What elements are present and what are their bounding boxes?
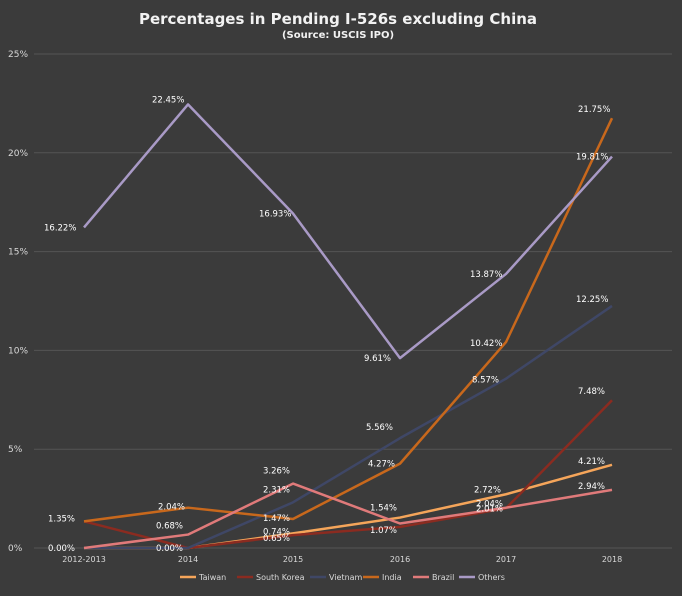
data-label: 4.21% xyxy=(578,457,605,467)
data-label: 22.45% xyxy=(152,95,184,105)
data-label: 0.68% xyxy=(156,522,183,532)
y-tick-label: 20% xyxy=(8,149,28,159)
data-label: 10.42% xyxy=(470,339,502,349)
series-line-others xyxy=(83,103,613,360)
data-label: 2.01% xyxy=(476,504,503,514)
legend-label: India xyxy=(382,573,402,582)
x-tick-label: 2012-2013 xyxy=(62,555,106,564)
x-tick-label: 2017 xyxy=(496,555,516,564)
y-tick-label: 10% xyxy=(8,346,28,356)
data-label: 1.47% xyxy=(263,514,290,524)
y-tick-label: 25% xyxy=(8,50,28,60)
data-label: 9.61% xyxy=(364,354,391,364)
legend-label: Taiwan xyxy=(198,573,226,582)
data-label: 2.04% xyxy=(476,500,503,510)
data-label: 16.22% xyxy=(44,223,76,233)
series-line-vietnam xyxy=(84,304,613,550)
data-label: 2.94% xyxy=(578,482,605,492)
data-label: 1.07% xyxy=(370,526,397,536)
data-label: 13.87% xyxy=(470,270,502,280)
data-label: 4.27% xyxy=(368,460,395,470)
data-label: 0.65% xyxy=(263,534,290,544)
series-line-india xyxy=(83,117,614,523)
data-label: 12.25% xyxy=(576,295,608,305)
legend-label: South Korea xyxy=(256,573,305,582)
y-tick-label: 5% xyxy=(8,445,23,455)
legend-label: Others xyxy=(478,573,505,582)
data-label: 0.00% xyxy=(156,544,183,554)
y-tick-label: 15% xyxy=(8,248,28,258)
data-label: 1.54% xyxy=(370,504,397,514)
series-line-brazil xyxy=(83,482,613,550)
x-tick-label: 2018 xyxy=(602,555,622,564)
x-tick-label: 2015 xyxy=(283,555,303,564)
data-label: 2.04% xyxy=(158,503,185,513)
data-label: 7.48% xyxy=(578,387,605,397)
data-label: 19.81% xyxy=(576,153,608,163)
data-label: 2.72% xyxy=(474,485,501,495)
data-label: 0.74% xyxy=(263,527,290,537)
y-tick-label: 0% xyxy=(8,544,23,554)
chart-subtitle: (Source: USCIS IPO) xyxy=(282,30,394,41)
data-label: 2.31% xyxy=(263,485,290,495)
data-label: 1.35% xyxy=(48,514,75,524)
data-label: 21.75% xyxy=(578,105,610,115)
x-tick-label: 2016 xyxy=(390,555,410,564)
data-label: 3.26% xyxy=(263,467,290,477)
data-label: 5.56% xyxy=(366,423,393,433)
data-label: 0.00% xyxy=(48,544,75,554)
legend-label: Vietnam xyxy=(329,573,363,582)
data-label: 8.57% xyxy=(472,376,499,386)
x-tick-label: 2014 xyxy=(178,555,198,564)
data-label: 16.93% xyxy=(259,209,291,219)
series-line-south-korea xyxy=(83,399,613,550)
chart-title: Percentages in Pending I-526s excluding … xyxy=(139,10,537,28)
legend-label: Brazil xyxy=(432,573,454,582)
